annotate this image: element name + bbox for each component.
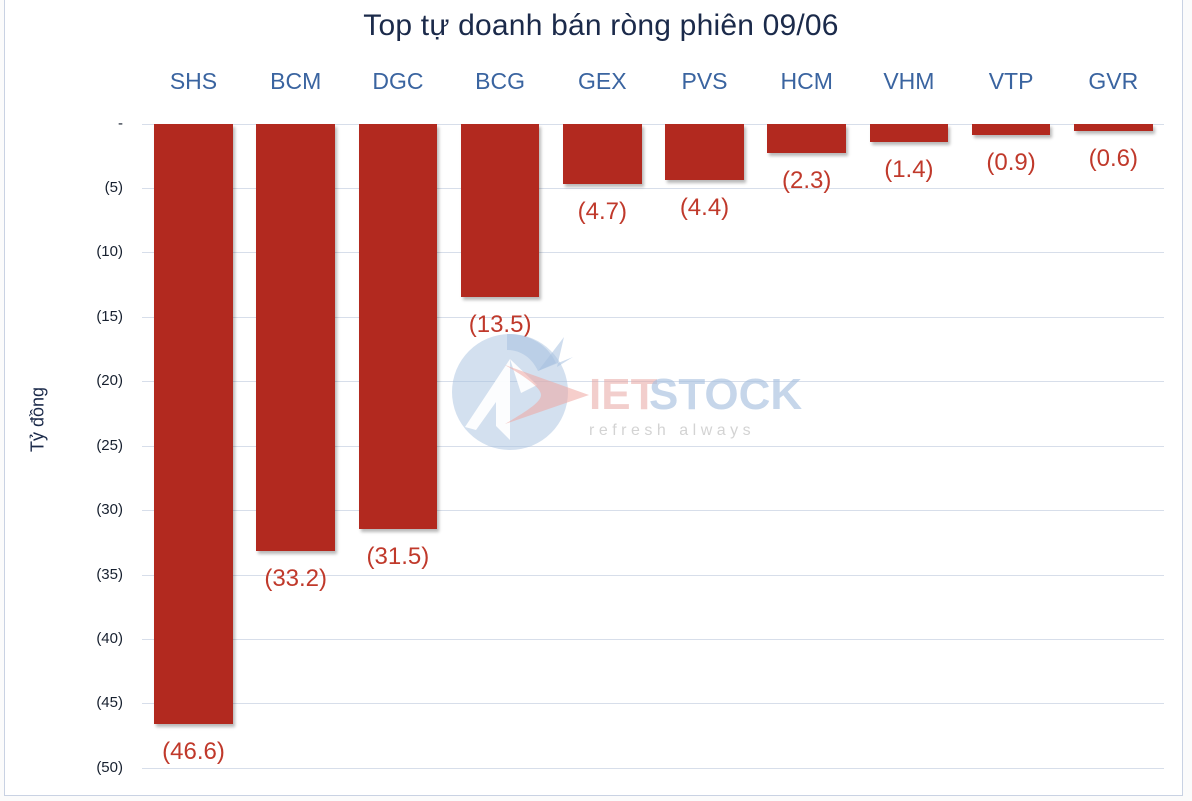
svg-text:IET: IET: [589, 370, 658, 419]
svg-text:STOCK: STOCK: [649, 370, 802, 419]
svg-text:refresh always: refresh always: [589, 422, 755, 439]
